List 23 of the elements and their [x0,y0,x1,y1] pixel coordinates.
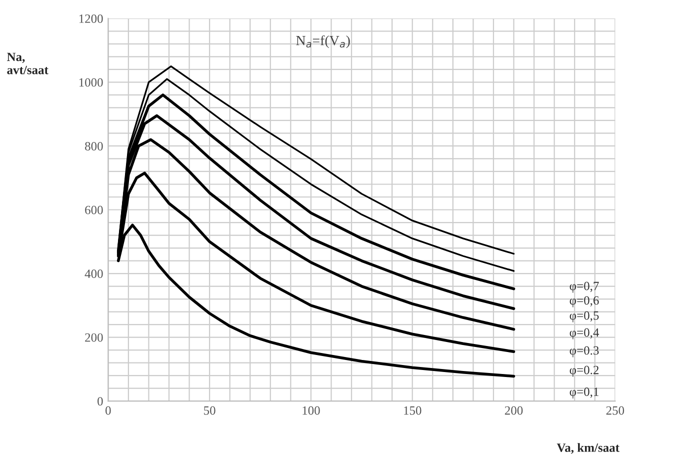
x-tick-label: 200 [504,406,523,415]
y-tick-label: 1000 [79,78,103,87]
y-tick-label: 1200 [79,14,103,23]
text: N$_{a}$=f(V$_{a}$) [296,35,350,48]
x-tick-label: 50 [204,406,216,415]
text: φ=0.3 [570,346,599,358]
y-tick-label: 400 [84,270,103,278]
text: φ=0,4 [570,328,600,340]
text: φ=0.2 [570,366,599,377]
y-tick-label: 200 [85,333,103,342]
text: φ=0,1 [570,388,598,399]
x-tick-label: 150 [404,406,422,415]
y-axis-title: Na, avt/saat [7,52,48,74]
x-tick-label: 0 [106,406,111,415]
y-tick-label: 600 [85,206,103,214]
text: φ=0,5 [570,311,599,322]
text: φ=0,7 [570,282,599,293]
y-tick-label: 0 [98,397,103,406]
y-tick-label: 800 [85,142,103,150]
text: φ=0,6 [570,296,599,308]
x-tick-label: 100 [302,406,320,415]
x-tick-label: 250 [606,406,624,415]
x-axis-title: Va, km/saat [556,443,620,454]
